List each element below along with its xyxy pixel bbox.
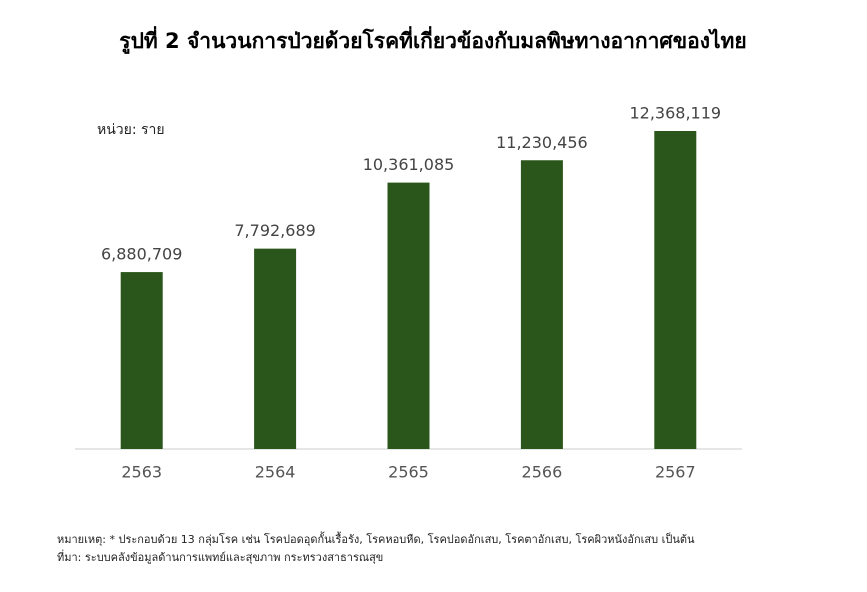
unit-label: หน่วย: ราย <box>97 122 165 138</box>
note: หมายเหตุ: * ประกอบด้วย 13 กลุ่มโรค เช่น … <box>57 531 695 546</box>
bar <box>654 131 697 449</box>
value-label: 7,792,689 <box>234 221 315 240</box>
x-tick-label: 2563 <box>121 463 162 482</box>
x-tick-label: 2564 <box>255 463 296 482</box>
bar <box>387 182 430 449</box>
source: ที่มา: ระบบคลังข้อมูลด้านการแพทย์และสุขภ… <box>57 549 383 564</box>
x-tick-label: 2565 <box>388 463 429 482</box>
value-label: 6,880,709 <box>101 245 182 264</box>
bar <box>254 248 297 449</box>
value-label: 11,230,456 <box>496 133 588 152</box>
bar <box>120 272 163 449</box>
value-label: 12,368,119 <box>629 104 721 123</box>
value-label: 10,361,085 <box>363 155 455 174</box>
chart-title: รูปที่ 2 จำนวนการป่วยด้วยโรคที่เกี่ยวข้อ… <box>119 25 746 55</box>
bar <box>520 160 563 449</box>
x-tick-label: 2566 <box>522 463 563 482</box>
x-tick-label: 2567 <box>655 463 696 482</box>
